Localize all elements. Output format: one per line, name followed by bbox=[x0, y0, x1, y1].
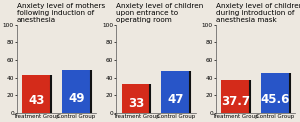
Text: Anxiety level of mothers
following induction of
anesthesia: Anxiety level of mothers following induc… bbox=[17, 3, 105, 23]
Text: 43: 43 bbox=[28, 94, 45, 107]
Text: 47: 47 bbox=[168, 93, 184, 106]
Bar bbox=[62, 70, 91, 113]
Text: Anxiety level of children
during introduction of
anesthesia mask: Anxiety level of children during introdu… bbox=[216, 3, 300, 23]
Bar bbox=[221, 80, 250, 113]
Bar bbox=[161, 71, 190, 113]
Text: 33: 33 bbox=[128, 97, 144, 110]
Text: 49: 49 bbox=[68, 92, 85, 105]
Text: 37.7: 37.7 bbox=[221, 95, 250, 108]
Bar bbox=[122, 84, 150, 113]
Text: 45.6: 45.6 bbox=[261, 93, 290, 106]
Bar bbox=[22, 75, 51, 113]
Text: Anxiety level of children
upon entrance to
operating room: Anxiety level of children upon entrance … bbox=[116, 3, 203, 23]
Bar bbox=[261, 73, 290, 113]
